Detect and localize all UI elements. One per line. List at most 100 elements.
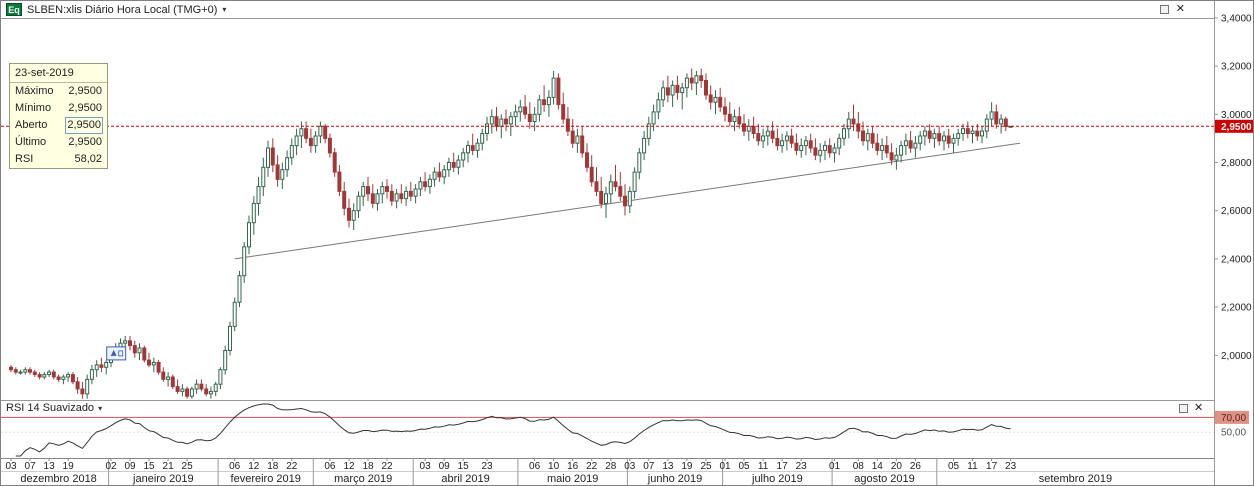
candle[interactable] bbox=[908, 131, 913, 153]
candle[interactable] bbox=[32, 369, 37, 377]
candle[interactable] bbox=[456, 155, 461, 175]
candle[interactable] bbox=[147, 352, 151, 368]
candle[interactable] bbox=[865, 128, 870, 151]
candle[interactable] bbox=[37, 372, 42, 380]
candle[interactable] bbox=[637, 148, 642, 180]
candle[interactable] bbox=[913, 136, 918, 158]
candle[interactable] bbox=[965, 121, 970, 139]
candle[interactable] bbox=[732, 109, 737, 132]
candle[interactable] bbox=[956, 128, 961, 146]
maximize-icon[interactable] bbox=[1159, 5, 1169, 14]
candle[interactable] bbox=[366, 176, 370, 201]
candle[interactable] bbox=[632, 167, 637, 199]
candle[interactable] bbox=[304, 121, 309, 144]
candle[interactable] bbox=[694, 70, 699, 95]
candle[interactable] bbox=[837, 133, 842, 156]
candle[interactable] bbox=[708, 85, 713, 110]
candle[interactable] bbox=[532, 107, 537, 132]
candle[interactable] bbox=[423, 172, 428, 192]
candle[interactable] bbox=[285, 150, 290, 177]
candle[interactable] bbox=[604, 186, 608, 218]
candle[interactable] bbox=[132, 340, 137, 358]
chart-title-dropdown-icon[interactable]: ▾ bbox=[222, 5, 227, 14]
candle[interactable] bbox=[846, 111, 851, 139]
candle[interactable] bbox=[104, 360, 109, 375]
candle[interactable] bbox=[542, 85, 547, 112]
candle[interactable] bbox=[347, 198, 351, 228]
rsi-indicator-label[interactable]: RSI 14 Suavizado bbox=[6, 402, 95, 414]
candle[interactable] bbox=[627, 186, 632, 214]
chart-title[interactable]: SLBEN:xlis Diário Hora Local (TMG+0) bbox=[27, 3, 218, 16]
candle[interactable] bbox=[613, 164, 618, 192]
candle[interactable] bbox=[266, 140, 270, 177]
candle[interactable] bbox=[713, 90, 718, 115]
candle[interactable] bbox=[994, 104, 999, 129]
candle[interactable] bbox=[327, 133, 332, 158]
candle[interactable] bbox=[408, 181, 413, 201]
candle[interactable] bbox=[623, 184, 627, 216]
candle[interactable] bbox=[832, 143, 837, 163]
candle[interactable] bbox=[765, 126, 770, 146]
candle[interactable] bbox=[675, 75, 680, 100]
candle[interactable] bbox=[570, 119, 575, 148]
candle[interactable] bbox=[742, 114, 746, 136]
candle[interactable] bbox=[332, 148, 337, 177]
candle[interactable] bbox=[189, 386, 194, 399]
rsi-settings-icon[interactable] bbox=[1179, 404, 1188, 413]
candle[interactable] bbox=[661, 80, 666, 108]
candle[interactable] bbox=[946, 128, 951, 148]
candle[interactable] bbox=[389, 184, 394, 206]
candle[interactable] bbox=[589, 155, 594, 187]
candle[interactable] bbox=[166, 372, 171, 387]
candle[interactable] bbox=[66, 372, 71, 382]
candle[interactable] bbox=[137, 343, 142, 361]
candle[interactable] bbox=[889, 143, 894, 165]
price-axis-strip[interactable] bbox=[1214, 1, 1254, 486]
candle[interactable] bbox=[470, 133, 475, 156]
candle[interactable] bbox=[427, 174, 432, 194]
rsi-dropdown-icon[interactable]: ▾ bbox=[98, 403, 103, 413]
candle[interactable] bbox=[894, 148, 899, 170]
candle[interactable] bbox=[194, 379, 199, 394]
candle[interactable] bbox=[361, 181, 366, 206]
candle[interactable] bbox=[370, 184, 375, 209]
candle[interactable] bbox=[61, 374, 66, 385]
candle[interactable] bbox=[385, 179, 389, 199]
candle[interactable] bbox=[461, 148, 466, 168]
candle[interactable] bbox=[927, 123, 932, 144]
candle[interactable] bbox=[937, 126, 942, 146]
candle[interactable] bbox=[294, 128, 299, 156]
candle[interactable] bbox=[784, 131, 789, 151]
close-icon[interactable]: ✕ bbox=[1175, 3, 1185, 15]
candle[interactable] bbox=[594, 167, 599, 197]
candle[interactable] bbox=[665, 75, 670, 103]
candle[interactable] bbox=[856, 111, 861, 139]
candle[interactable] bbox=[651, 104, 656, 132]
candle[interactable] bbox=[485, 116, 489, 141]
candle[interactable] bbox=[85, 374, 90, 399]
candle[interactable] bbox=[813, 138, 818, 161]
candle[interactable] bbox=[446, 157, 451, 177]
candle[interactable] bbox=[218, 367, 223, 389]
candle[interactable] bbox=[918, 131, 923, 151]
candle[interactable] bbox=[513, 104, 518, 127]
candle[interactable] bbox=[775, 128, 780, 151]
candle[interactable] bbox=[475, 138, 480, 158]
candle[interactable] bbox=[256, 176, 261, 216]
candle[interactable] bbox=[356, 191, 361, 218]
candle[interactable] bbox=[842, 123, 846, 146]
candle[interactable] bbox=[94, 360, 99, 377]
candle[interactable] bbox=[270, 138, 275, 173]
candle[interactable] bbox=[42, 372, 47, 380]
candle[interactable] bbox=[223, 345, 228, 375]
candle[interactable] bbox=[99, 357, 104, 373]
candle[interactable] bbox=[575, 128, 580, 153]
candle[interactable] bbox=[128, 336, 132, 351]
candles-layer[interactable] bbox=[9, 68, 1013, 399]
candle[interactable] bbox=[942, 131, 946, 151]
candle[interactable] bbox=[28, 367, 32, 375]
candle[interactable] bbox=[903, 133, 908, 156]
candle[interactable] bbox=[561, 92, 566, 124]
candle[interactable] bbox=[656, 92, 661, 120]
candle[interactable] bbox=[251, 196, 256, 235]
